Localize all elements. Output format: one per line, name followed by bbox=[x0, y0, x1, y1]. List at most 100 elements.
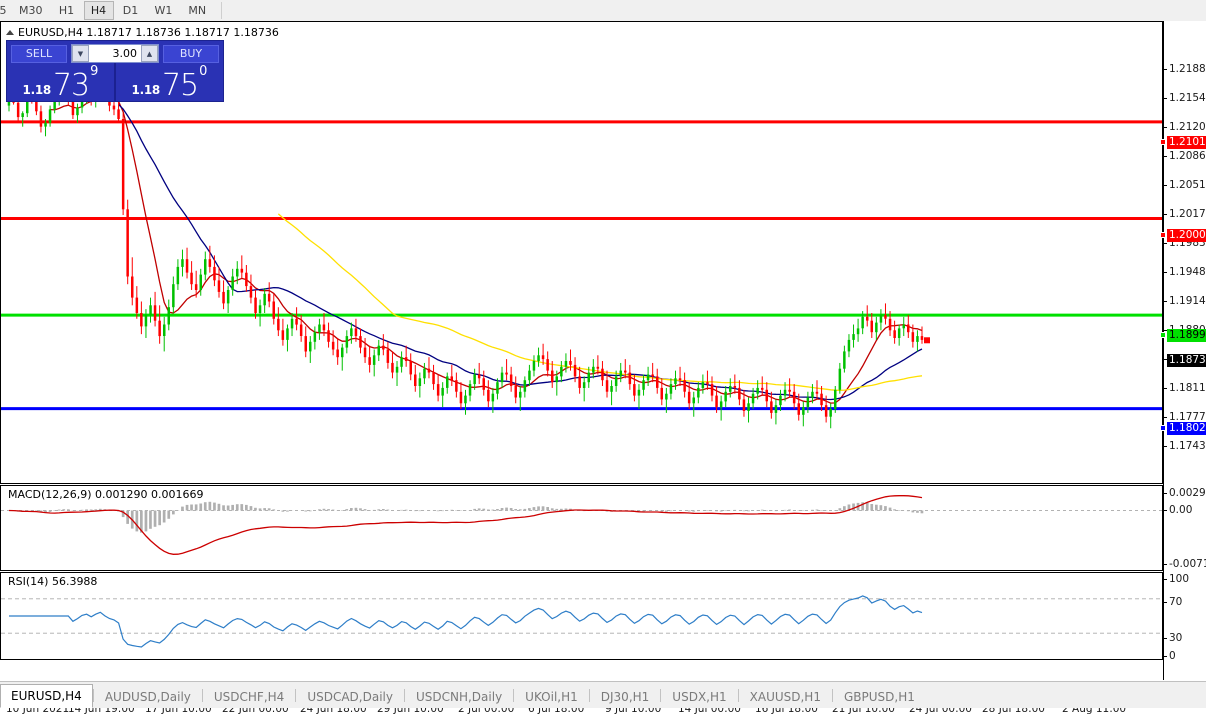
volume-increment-icon[interactable]: ▲ bbox=[141, 45, 158, 62]
one-click-controls: SELL ▼ 3.00 ▲ BUY bbox=[7, 41, 223, 63]
buy-quote[interactable]: 1.18 75 0 bbox=[114, 63, 223, 101]
chart-tab-audusd-daily[interactable]: AUDUSD,Daily bbox=[94, 686, 202, 708]
price-tick-mark bbox=[1164, 638, 1167, 639]
price-tick-label: 1.19140 bbox=[1169, 296, 1206, 306]
price-tick-label: 30 bbox=[1169, 633, 1182, 643]
price-tick-label: 1.17770 bbox=[1169, 412, 1206, 422]
macd-histogram bbox=[12, 502, 923, 533]
price-tick-label: 70 bbox=[1169, 597, 1182, 607]
price-tick-mark bbox=[1164, 579, 1167, 580]
timeframe-button-w1[interactable]: W1 bbox=[148, 1, 180, 20]
macd-label: MACD(12,26,9) 0.001290 0.001669 bbox=[6, 488, 206, 501]
price-tick-label: 1.19480 bbox=[1169, 267, 1206, 277]
price-scale[interactable]: 1.21880 1.21540 1.21200 1.20860 1.20510 1.201… bbox=[1163, 21, 1206, 680]
chart-tab-dj30-h1[interactable]: DJ30,H1 bbox=[590, 686, 661, 708]
level-handle-icon[interactable] bbox=[1160, 139, 1166, 145]
sell-price-prefix: 1.18 bbox=[23, 83, 51, 97]
volume-input[interactable]: ▼ 3.00 ▲ bbox=[71, 44, 159, 63]
sell-price-fraction: 9 bbox=[90, 65, 98, 78]
price-tick-mark bbox=[1164, 69, 1167, 70]
chart-symbol-header: EURUSD,H4 1.18717 1.18736 1.18717 1.1873… bbox=[6, 26, 279, 39]
buy-button[interactable]: BUY bbox=[163, 45, 219, 63]
chart-tab-usdx-h1[interactable]: USDX,H1 bbox=[661, 686, 737, 708]
price-tick-mark bbox=[1164, 388, 1167, 389]
price-tick-mark bbox=[1164, 493, 1167, 494]
candlestick-series bbox=[8, 83, 924, 429]
price-tick-label: 1.20510 bbox=[1169, 180, 1206, 190]
rsi-label: RSI(14) 56.3988 bbox=[6, 575, 99, 588]
volume-value[interactable]: 3.00 bbox=[89, 47, 141, 60]
moving-average-line-ma-fast bbox=[50, 98, 922, 403]
price-tick-mark bbox=[1164, 417, 1167, 418]
rsi-panel[interactable]: RSI(14) 56.3988 bbox=[0, 572, 1163, 660]
timeframe-button-h4[interactable]: H4 bbox=[84, 1, 114, 20]
price-tick-label: 0.002947 bbox=[1169, 488, 1206, 498]
rsi-line bbox=[9, 596, 922, 647]
timeframe-button-d1[interactable]: D1 bbox=[116, 1, 146, 20]
buy-price-prefix: 1.18 bbox=[132, 83, 160, 97]
collapse-triangle-icon[interactable] bbox=[6, 30, 14, 35]
chart-tab-usdcnh-daily[interactable]: USDCNH,Daily bbox=[405, 686, 513, 708]
chart-tab-usdchf-h4[interactable]: USDCHF,H4 bbox=[203, 686, 295, 708]
macd-panel[interactable]: MACD(12,26,9) 0.001290 0.001669 bbox=[0, 485, 1163, 571]
toolbar-separator bbox=[221, 2, 222, 19]
price-tick-mark bbox=[1164, 602, 1167, 603]
buy-price-fraction: 0 bbox=[199, 65, 207, 78]
chart-area: MACD(12,26,9) 0.001290 0.001669 RSI(14) … bbox=[0, 21, 1206, 680]
sell-button[interactable]: SELL bbox=[11, 45, 67, 63]
price-tick-label: 1.20860 bbox=[1169, 151, 1206, 161]
price-tag-red[interactable]: 1.21010 bbox=[1167, 136, 1206, 149]
one-click-trading-panel[interactable]: SELL ▼ 3.00 ▲ BUY 1.18 73 9 1.18 75 0 bbox=[6, 40, 224, 102]
price-tick-label: 0 bbox=[1169, 651, 1176, 661]
price-tick-label: 100 bbox=[1169, 574, 1189, 584]
price-tag-blue[interactable]: 1.18024 bbox=[1167, 422, 1206, 435]
chart-tab-xauusd-h1[interactable]: XAUUSD,H1 bbox=[739, 686, 832, 708]
level-handle-icon[interactable] bbox=[1160, 232, 1166, 238]
chart-tab-usdcad-daily[interactable]: USDCAD,Daily bbox=[296, 686, 404, 708]
price-tick-mark bbox=[1164, 446, 1167, 447]
price-tick-label: 0.00 bbox=[1169, 505, 1192, 515]
moving-average-line-ma-mid bbox=[119, 105, 922, 400]
chart-tab-gbpusd-h1[interactable]: GBPUSD,H1 bbox=[833, 686, 926, 708]
price-tick-mark bbox=[1164, 510, 1167, 511]
timeframe-button-h1[interactable]: H1 bbox=[52, 1, 82, 20]
chart-symbol-ohlc: EURUSD,H4 1.18717 1.18736 1.18717 1.1873… bbox=[18, 26, 279, 39]
price-tick-mark bbox=[1164, 656, 1167, 657]
level-handle-icon[interactable] bbox=[1160, 332, 1166, 338]
chart-tab-ukoil-h1[interactable]: UKOil,H1 bbox=[514, 686, 589, 708]
rsi-canvas[interactable] bbox=[1, 573, 1162, 659]
price-tick-mark bbox=[1164, 185, 1167, 186]
price-tick-mark bbox=[1164, 272, 1167, 273]
price-tick-mark bbox=[1164, 156, 1167, 157]
price-tag-green[interactable]: 1.18998 bbox=[1167, 329, 1206, 342]
price-tick-mark bbox=[1164, 564, 1167, 565]
timeframe-button-m30[interactable]: M30 bbox=[12, 1, 50, 20]
price-tag-red[interactable]: 1.20004 bbox=[1167, 229, 1206, 242]
price-tick-mark bbox=[1164, 127, 1167, 128]
price-tick-label: 1.20170 bbox=[1169, 209, 1206, 219]
chart-tab-eurusd-h4[interactable]: EURUSD,H4 bbox=[0, 684, 93, 708]
price-tick-label: 1.21540 bbox=[1169, 93, 1206, 103]
price-tick-label: 1.21200 bbox=[1169, 122, 1206, 132]
sell-price-main: 73 bbox=[53, 72, 89, 100]
price-tick-mark bbox=[1164, 98, 1167, 99]
volume-decrement-icon[interactable]: ▼ bbox=[72, 45, 89, 62]
price-tick-label: 1.18110 bbox=[1169, 383, 1206, 393]
price-tick-label: 1.21880 bbox=[1169, 64, 1206, 74]
level-handle-icon[interactable] bbox=[1160, 425, 1166, 431]
price-tick-mark bbox=[1164, 301, 1167, 302]
sell-quote[interactable]: 1.18 73 9 bbox=[7, 63, 114, 101]
last-price-marker bbox=[924, 337, 930, 343]
price-tick-mark bbox=[1164, 243, 1167, 244]
buy-price-main: 75 bbox=[162, 72, 198, 100]
price-tick-label: -0.007153 bbox=[1169, 559, 1206, 569]
timeframe-button-5[interactable]: 5 bbox=[0, 1, 10, 20]
one-click-quotes: 1.18 73 9 1.18 75 0 bbox=[7, 63, 223, 101]
price-tick-mark bbox=[1164, 214, 1167, 215]
timeframe-button-mn[interactable]: MN bbox=[181, 1, 213, 20]
price-tag-black[interactable]: 1.18736 bbox=[1167, 354, 1206, 367]
